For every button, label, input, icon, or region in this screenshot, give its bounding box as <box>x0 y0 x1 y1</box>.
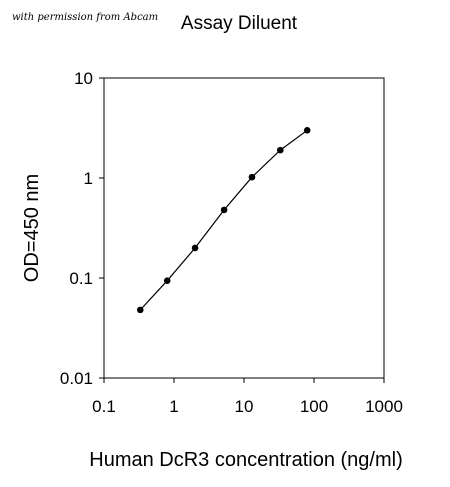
x-tick-label: 1 <box>169 397 178 416</box>
data-point <box>248 173 256 181</box>
x-tick-label: 1000 <box>365 397 403 416</box>
credit-text: with permission from Abcam <box>12 12 158 23</box>
x-axis: 0.1 1 10 100 1000 <box>92 378 403 416</box>
y-tick-label: 10 <box>74 69 93 88</box>
data-point <box>163 277 171 284</box>
plot-frame <box>103 77 385 379</box>
chart-title: Assay Diluent <box>181 13 298 34</box>
x-tick-label: 10 <box>235 397 254 416</box>
data-point <box>136 306 144 314</box>
y-tick-label: 1 <box>84 169 93 188</box>
y-axis: 0.01 0.1 1 10 <box>60 69 104 388</box>
y-tick-label: 0.1 <box>69 269 93 288</box>
y-tick-label: 0.01 <box>60 369 93 388</box>
data-point <box>220 206 228 214</box>
data-point <box>191 244 199 252</box>
y-axis-label: OD=450 nm <box>21 174 43 282</box>
data-point <box>276 146 284 154</box>
x-tick-label: 0.1 <box>92 397 116 416</box>
x-tick-label: 100 <box>300 397 328 416</box>
series-group <box>136 126 311 314</box>
x-axis-label: Human DcR3 concentration (ng/ml) <box>89 449 402 471</box>
data-point <box>303 126 311 134</box>
